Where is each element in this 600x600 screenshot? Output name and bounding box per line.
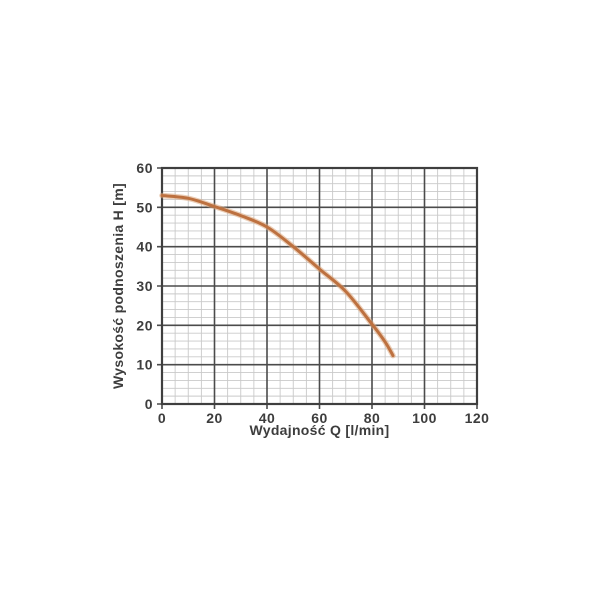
y-tick-label: 40 (136, 239, 153, 255)
y-tick-labels: 0 10 20 30 40 50 60 (136, 160, 153, 412)
x-tick-label: 100 (412, 410, 437, 426)
x-tick-label: 80 (364, 410, 381, 426)
x-tick-labels: 0 20 40 60 80 100 120 (158, 410, 490, 426)
y-tick-label: 60 (136, 160, 153, 176)
pump-curve-halo (159, 192, 396, 359)
y-tick-label: 20 (136, 317, 153, 333)
y-tick-label: 10 (136, 357, 153, 373)
x-tick-label: 20 (206, 410, 223, 426)
x-tick-label: 40 (259, 410, 276, 426)
x-axis-title: Wydajność Q [l/min] (249, 422, 389, 438)
y-tick-label: 30 (136, 278, 153, 294)
y-axis-title: Wysokość podnoszenia H [m] (110, 183, 126, 389)
plot-border (160, 166, 479, 406)
pump-curve (160, 194, 395, 358)
x-tick-label: 0 (158, 410, 166, 426)
x-tick-label: 120 (465, 410, 490, 426)
y-tick-label: 50 (136, 199, 153, 215)
x-tick-label: 60 (311, 410, 328, 426)
y-tick-label: 0 (145, 396, 153, 412)
